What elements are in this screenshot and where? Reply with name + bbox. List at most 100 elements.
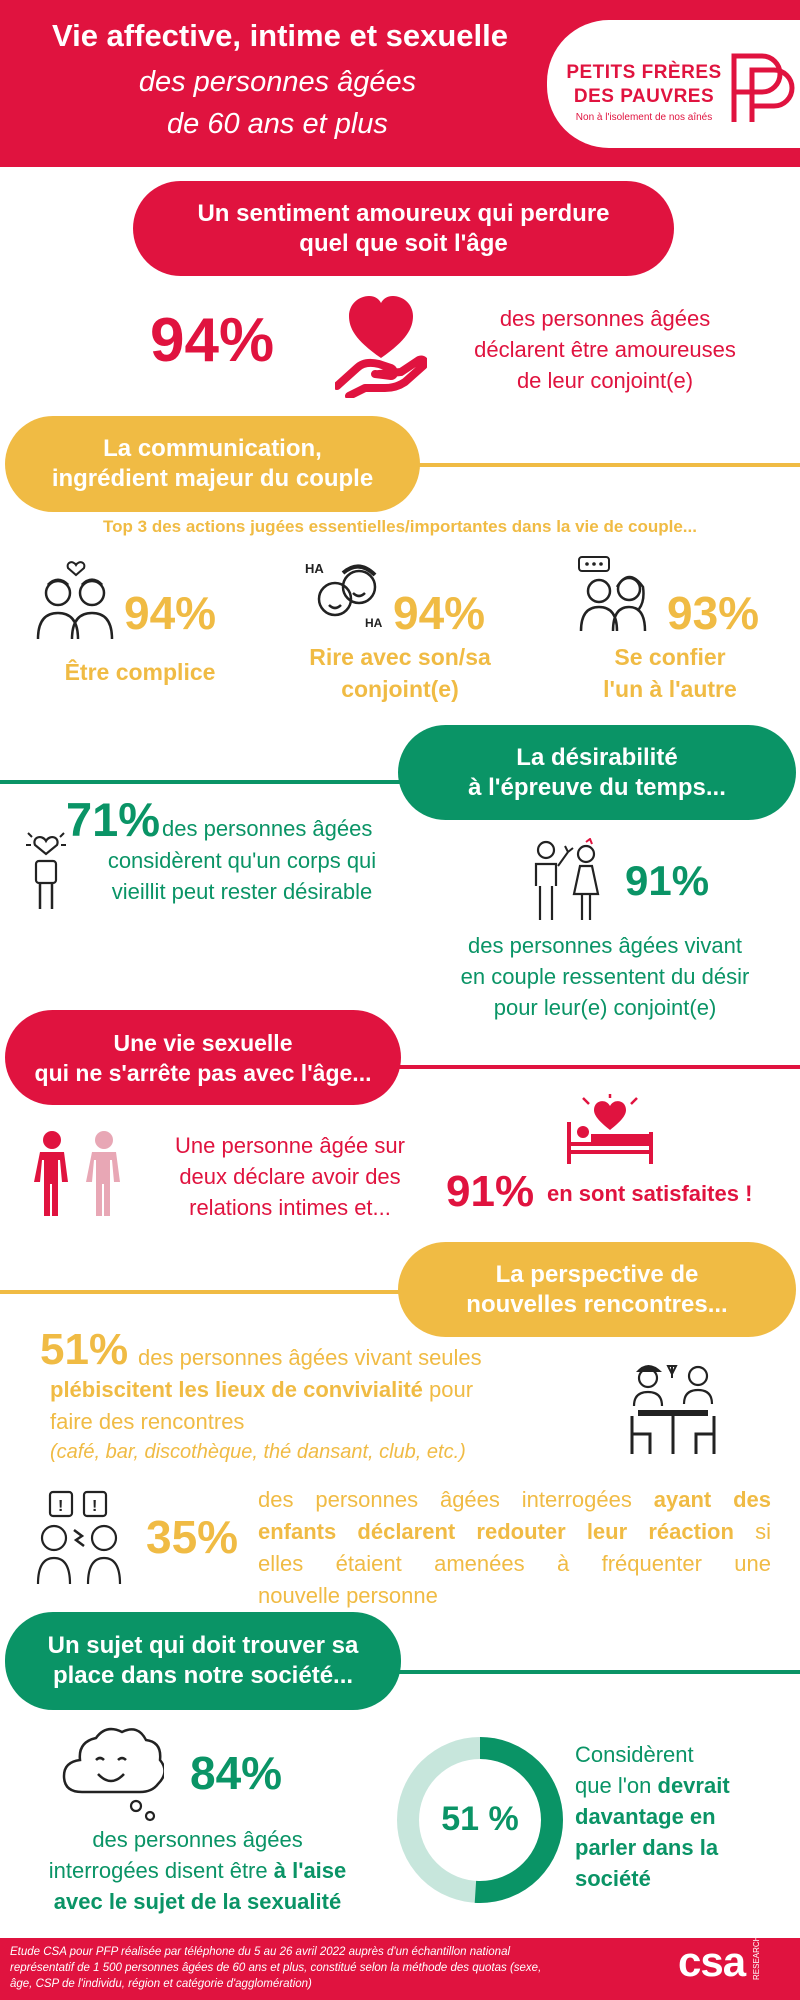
label-line: Être complice [64,659,216,685]
section-title-line1: La communication, [103,435,322,462]
stat-convivialite-examples: (café, bar, discothèque, thé dansant, cl… [50,1441,466,1463]
divider-line [380,1065,800,1069]
label-confier: Se confier l'un à l'autre [570,641,770,705]
csa-logo-sub: RESEARCH [752,1935,761,1980]
section-title-amour: Un sentiment amoureux qui perdure quel q… [133,181,674,276]
couple-flowers-icon [534,838,600,920]
stat-desir-text: des personnes âgées vivant en couple res… [420,930,790,1023]
text-line: des personnes âgées [92,1827,303,1852]
section-title-line2: nouvelles rencontres... [466,1290,728,1318]
footer-line: Etude CSA pour PFP réalisée par téléphon… [10,1946,511,1958]
section-title-line1: Un sentiment amoureux qui perdure [197,199,610,227]
heart-in-hand-icon [335,296,427,398]
section-title-societe: Un sujet qui doit trouver sa place dans … [5,1612,401,1710]
page-subtitle-line1: des personnes âgées [138,66,417,98]
stat-rire: 94% [393,587,486,639]
section-title-line1: Une vie sexuelle [113,1029,293,1056]
footer-banner [0,1938,800,2000]
divider-line [0,780,420,784]
label-complice: Être complice [20,656,260,688]
divider-line [0,1290,420,1294]
text-line: vieillit peut rester désirable [111,879,373,904]
text-bold: ayant des [653,1487,771,1512]
stat-amoureux: 94% [150,306,275,375]
text-line: société [575,1866,651,1891]
intimate-relations-text: Une personne âgée sur deux déclare avoir… [140,1130,440,1223]
text-bold: devrait [657,1773,730,1798]
footer-line: âge, CSP de l'individu, région et catégo… [10,1978,312,1990]
logo-box [547,20,800,148]
worried-people-icon: ! ! [36,1490,122,1585]
stat-confier: 93% [667,587,760,639]
happy-cloud-icon [62,1727,164,1822]
footer-source: Etude CSA pour PFP réalisée par téléphon… [10,1944,666,1992]
bed-heart-icon [567,1094,653,1164]
section-title-vie-sexuelle: Une vie sexuelle qui ne s'arrête pas ave… [5,1010,401,1105]
text-line: Une personne âgée sur [175,1133,405,1158]
stat-convivialite-line1: des personnes âgées vivant seules [138,1345,482,1370]
stat-convivialite-line3: faire des rencontres [50,1409,245,1434]
svg-text:HA: HA [305,561,324,576]
svg-text:!: ! [92,1498,97,1515]
stat-amoureux-text: des personnes âgées déclarent être amour… [440,303,770,396]
text-line: Considèrent [575,1742,694,1767]
stat-corps: 71% [66,793,161,846]
text-rest: des personnes âgées interrogées [258,1487,654,1512]
text-line: pour leur(e) conjoint(e) [493,995,717,1020]
text-bold: enfants déclarent redouter leur réaction [258,1519,734,1544]
logo-tagline: Non à l'isolement de nos aînés [575,112,713,123]
page-subtitle-line2: de 60 ans et plus [167,108,388,140]
label-line: l'un à l'autre [603,676,737,702]
text-rest: pour [422,1377,474,1402]
section-title-line2: place dans notre société... [52,1662,354,1689]
stat-complice: 94% [124,587,217,639]
laughing-couple-icon: HA HA [305,561,383,630]
text-rest: si [733,1519,772,1544]
text-line: considèrent qu'un corps qui [107,848,377,873]
logo-name-line2: DES PAUVRES [573,86,715,107]
text-line: interrogées disent être à l'aise [0,1855,395,1886]
donut-arc [397,1737,563,1903]
stat-aise-text: des personnes âgées interrogées disent ê… [0,1824,395,1917]
label-rire: Rire avec son/sa conjoint(e) [280,641,520,705]
donut-label: 51 % [441,1800,519,1838]
stat-redouter-line4: nouvelle personne [258,1583,438,1608]
stat-desir: 91% [625,857,710,904]
divider-line [380,463,800,467]
text-line: parler dans la [575,1835,719,1860]
text-bold: à l'aise [273,1858,347,1883]
section-title-desirabilite: La désirabilité à l'épreuve du temps... [398,725,796,820]
stat-satisfaites-text: en sont satisfaites ! [547,1181,753,1206]
donut-chart [397,1737,563,1903]
text-bold: plébiscitent les lieux de convivialité [50,1377,423,1402]
stat-corps-line1: des personnes âgées [162,816,373,841]
pfp-logo-icon [731,53,795,122]
text-line: des personnes âgées [499,306,711,331]
person-heart-icon [26,832,66,909]
footer-line: représentatif de 1 500 personnes âgées d… [10,1962,542,1974]
couple-love-icon [36,561,114,640]
csa-logo: csa [678,1938,746,1985]
stat-redouter-line3: elles étaient amenées à fréquenter une [258,1551,771,1576]
section-title-line1: Un sujet qui doit trouver sa [47,1632,359,1659]
text-line: relations intimes et... [189,1195,391,1220]
stat-convivialite-line2: plébiscitent les lieux de convivialité p… [50,1374,473,1405]
chatting-couple-icon [578,556,647,632]
stat-redouter-line1: des personnes âgées interrogées ayant de… [258,1484,771,1515]
text-rest: que l'on [575,1773,658,1798]
section-title-line2: quel que soit l'âge [299,229,508,257]
section-title-line1: La désirabilité [516,743,678,771]
svg-text:!: ! [58,1498,63,1515]
stat-corps-text: considèrent qu'un corps qui vieillit peu… [62,845,422,907]
text-line: que l'on devrait [575,1770,730,1801]
svg-text:HA: HA [365,616,383,630]
section-subtitle: Top 3 des actions jugées essentielles/im… [103,517,697,536]
text-rest: interrogées disent être [48,1858,274,1883]
section-title-rencontres: La perspective de nouvelles rencontres..… [398,1242,796,1337]
text-line: de leur conjoint(e) [516,368,694,393]
debate-text: Considèrent que l'on devrait davantage e… [575,1739,730,1894]
section-title-line2: ingrédient majeur du couple [51,465,374,492]
text-line: déclarent être amoureuses [474,337,736,362]
stat-redouter-line2: enfants déclarent redouter leur réaction… [258,1516,771,1547]
text-line: des personnes âgées vivant [468,933,742,958]
